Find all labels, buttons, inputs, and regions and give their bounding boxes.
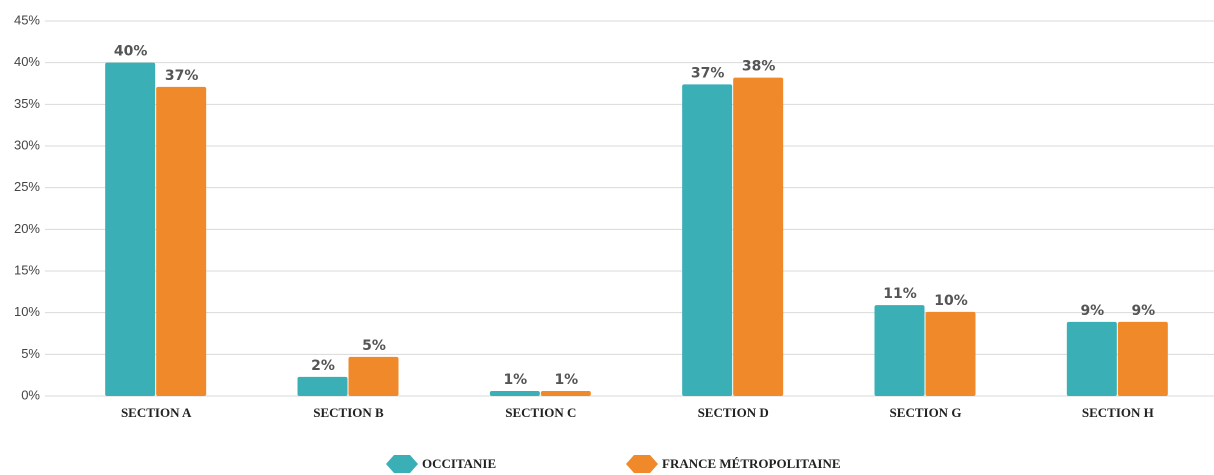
bar	[105, 62, 156, 397]
y-tick-label: 45%	[14, 12, 40, 27]
x-tick-label: SECTION H	[1082, 405, 1154, 420]
bar	[348, 356, 399, 396]
y-tick-label: 25%	[14, 179, 40, 194]
y-tick-label: 20%	[14, 221, 40, 236]
value-label: 10%	[934, 293, 968, 309]
y-tick-label: 15%	[14, 262, 40, 277]
bar	[1117, 321, 1168, 396]
bar	[874, 305, 925, 396]
bar	[682, 84, 733, 396]
value-label: 38%	[742, 59, 776, 75]
y-tick-label: 35%	[14, 96, 40, 111]
x-tick-label: SECTION B	[313, 405, 384, 420]
bar	[489, 391, 540, 396]
y-tick-label: 0%	[21, 387, 40, 402]
legend-label: OCCITANIE	[422, 456, 496, 471]
value-label: 37%	[691, 65, 725, 81]
x-tick-label: SECTION C	[505, 405, 576, 420]
bar	[297, 376, 348, 396]
y-tick-label: 40%	[14, 54, 40, 69]
bar	[156, 86, 207, 396]
value-label: 5%	[362, 338, 386, 354]
bar	[1066, 321, 1117, 396]
legend-marker	[626, 455, 658, 473]
value-label: 9%	[1131, 303, 1155, 319]
value-label: 37%	[165, 68, 199, 84]
bar	[925, 311, 976, 396]
value-label: 11%	[883, 286, 917, 302]
value-label: 1%	[554, 372, 578, 388]
bar	[733, 77, 784, 397]
y-tick-label: 5%	[21, 346, 40, 361]
y-tick-label: 30%	[14, 137, 40, 152]
value-label: 1%	[503, 372, 527, 388]
y-tick-label: 10%	[14, 304, 40, 319]
legend-marker	[386, 455, 418, 473]
value-label: 9%	[1080, 303, 1104, 319]
legend-label: FRANCE MÉTROPOLITAINE	[662, 456, 841, 471]
value-label: 2%	[311, 358, 335, 374]
x-tick-label: SECTION A	[121, 405, 192, 420]
x-tick-label: SECTION G	[890, 405, 962, 420]
value-label: 40%	[114, 44, 148, 60]
bar	[540, 391, 591, 396]
x-tick-label: SECTION D	[698, 405, 769, 420]
